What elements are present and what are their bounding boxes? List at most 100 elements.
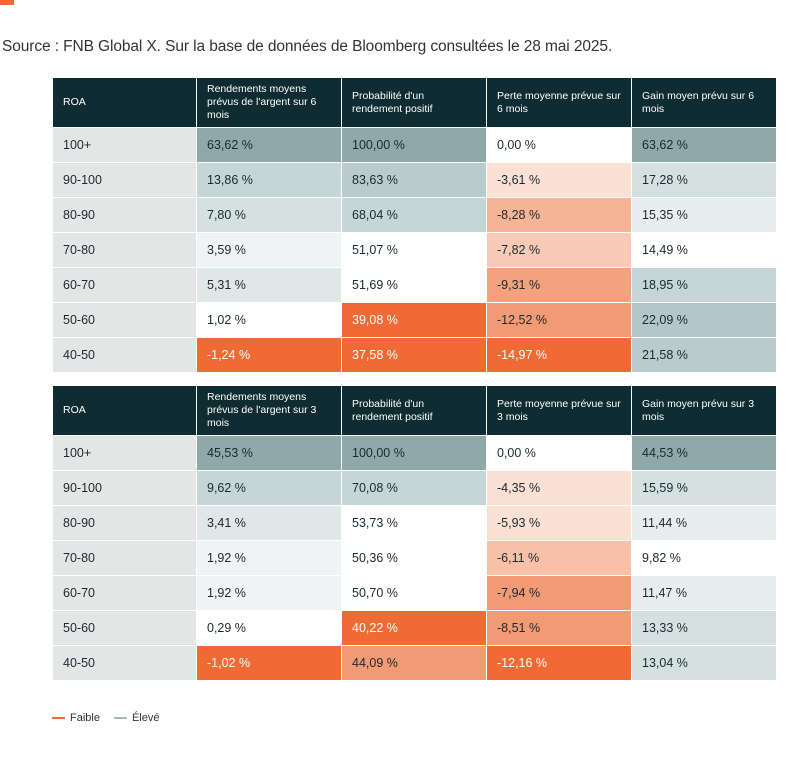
column-header: Rendements moyens prévus de l'argent sur… [196, 77, 342, 128]
value-cell: -12,16 % [486, 645, 632, 681]
legend-item-high: Élevé [113, 712, 160, 724]
header-row: ROA Rendements moyens prévus de l'argent … [52, 77, 777, 128]
value-cell: 37,58 % [341, 337, 487, 373]
heatmap-table-6-months: ROA Rendements moyens prévus de l'argent … [52, 77, 777, 373]
roa-cell: 100+ [52, 127, 197, 163]
value-cell: 11,44 % [631, 505, 777, 541]
value-cell: 15,59 % [631, 470, 777, 506]
value-cell: 14,49 % [631, 232, 777, 268]
roa-cell: 50-60 [52, 302, 197, 338]
value-cell: 1,92 % [196, 575, 342, 611]
roa-cell: 100+ [52, 435, 197, 471]
value-cell: 51,69 % [341, 267, 487, 303]
table-row: 100+ 63,62 % 100,00 % 0,00 % 63,62 % [52, 127, 777, 163]
roa-cell: 60-70 [52, 575, 197, 611]
value-cell: -7,82 % [486, 232, 632, 268]
value-cell: -9,31 % [486, 267, 632, 303]
legend-swatch-low [52, 717, 65, 719]
roa-cell: 40-50 [52, 645, 197, 681]
table-row: 80-90 3,41 % 53,73 % -5,93 % 11,44 % [52, 505, 777, 541]
table-row: 50-60 0,29 % 40,22 % -8,51 % 13,33 % [52, 610, 777, 646]
value-cell: 45,53 % [196, 435, 342, 471]
value-cell: 13,33 % [631, 610, 777, 646]
value-cell: -12,52 % [486, 302, 632, 338]
roa-cell: 80-90 [52, 505, 197, 541]
value-cell: 63,62 % [631, 127, 777, 163]
value-cell: 9,62 % [196, 470, 342, 506]
table-row: 60-70 5,31 % 51,69 % -9,31 % 18,95 % [52, 267, 777, 303]
value-cell: 83,63 % [341, 162, 487, 198]
value-cell: 68,04 % [341, 197, 487, 233]
value-cell: 18,95 % [631, 267, 777, 303]
value-cell: 100,00 % [341, 127, 487, 163]
value-cell: 9,82 % [631, 540, 777, 576]
column-header: Gain moyen prévu sur 3 mois [631, 385, 777, 436]
roa-cell: 50-60 [52, 610, 197, 646]
value-cell: 0,29 % [196, 610, 342, 646]
column-header: Rendements moyens prévus de l'argent sur… [196, 385, 342, 436]
column-header: ROA [52, 77, 197, 128]
value-cell: 15,35 % [631, 197, 777, 233]
value-cell: 63,62 % [196, 127, 342, 163]
value-cell: -1,24 % [196, 337, 342, 373]
value-cell: 39,08 % [341, 302, 487, 338]
column-header: Perte moyenne prévue sur 3 mois [486, 385, 632, 436]
roa-cell: 60-70 [52, 267, 197, 303]
value-cell: 40,22 % [341, 610, 487, 646]
value-cell: -14,97 % [486, 337, 632, 373]
table-row: 70-80 1,92 % 50,36 % -6,11 % 9,82 % [52, 540, 777, 576]
value-cell: -7,94 % [486, 575, 632, 611]
value-cell: 44,53 % [631, 435, 777, 471]
value-cell: 44,09 % [341, 645, 487, 681]
value-cell: 11,47 % [631, 575, 777, 611]
column-header: Gain moyen prévu sur 6 mois [631, 77, 777, 128]
value-cell: 21,58 % [631, 337, 777, 373]
table-row: 70-80 3,59 % 51,07 % -7,82 % 14,49 % [52, 232, 777, 268]
legend: Faible Élevé [52, 712, 174, 724]
table-row: 80-90 7,80 % 68,04 % -8,28 % 15,35 % [52, 197, 777, 233]
value-cell: 100,00 % [341, 435, 487, 471]
value-cell: 13,86 % [196, 162, 342, 198]
value-cell: 0,00 % [486, 435, 632, 471]
column-header: Perte moyenne prévue sur 6 mois [486, 77, 632, 128]
value-cell: 1,02 % [196, 302, 342, 338]
value-cell: 1,92 % [196, 540, 342, 576]
value-cell: -1,02 % [196, 645, 342, 681]
legend-swatch-high [113, 717, 127, 719]
roa-cell: 90-100 [52, 162, 197, 198]
legend-label-high: Élevé [131, 712, 160, 724]
value-cell: 50,36 % [341, 540, 487, 576]
column-header: ROA [52, 385, 197, 436]
roa-cell: 70-80 [52, 540, 197, 576]
value-cell: 13,04 % [631, 645, 777, 681]
table-row: 90-100 13,86 % 83,63 % -3,61 % 17,28 % [52, 162, 777, 198]
value-cell: -4,35 % [486, 470, 632, 506]
value-cell: 51,07 % [341, 232, 487, 268]
value-cell: 3,41 % [196, 505, 342, 541]
value-cell: 50,70 % [341, 575, 487, 611]
value-cell: -5,93 % [486, 505, 632, 541]
value-cell: 5,31 % [196, 267, 342, 303]
value-cell: -3,61 % [486, 162, 632, 198]
legend-label-low: Faible [70, 712, 100, 724]
value-cell: 0,00 % [486, 127, 632, 163]
value-cell: -6,11 % [486, 540, 632, 576]
value-cell: 3,59 % [196, 232, 342, 268]
heatmap-table-3-months: ROA Rendements moyens prévus de l'argent … [52, 385, 777, 681]
table-row: 40-50 -1,02 % 44,09 % -12,16 % 13,04 % [52, 645, 777, 681]
value-cell: 7,80 % [196, 197, 342, 233]
value-cell: 22,09 % [631, 302, 777, 338]
source-note: Source : FNB Global X. Sur la base de do… [2, 38, 613, 55]
roa-cell: 80-90 [52, 197, 197, 233]
value-cell: -8,51 % [486, 610, 632, 646]
table-row: 40-50 -1,24 % 37,58 % -14,97 % 21,58 % [52, 337, 777, 373]
table-row: 60-70 1,92 % 50,70 % -7,94 % 11,47 % [52, 575, 777, 611]
roa-cell: 70-80 [52, 232, 197, 268]
table-row: 100+ 45,53 % 100,00 % 0,00 % 44,53 % [52, 435, 777, 471]
value-cell: -8,28 % [486, 197, 632, 233]
column-header: Probabilité d'un rendement positif [341, 385, 487, 436]
roa-cell: 40-50 [52, 337, 197, 373]
roa-cell: 90-100 [52, 470, 197, 506]
table-row: 90-100 9,62 % 70,08 % -4,35 % 15,59 % [52, 470, 777, 506]
header-row: ROA Rendements moyens prévus de l'argent … [52, 385, 777, 436]
